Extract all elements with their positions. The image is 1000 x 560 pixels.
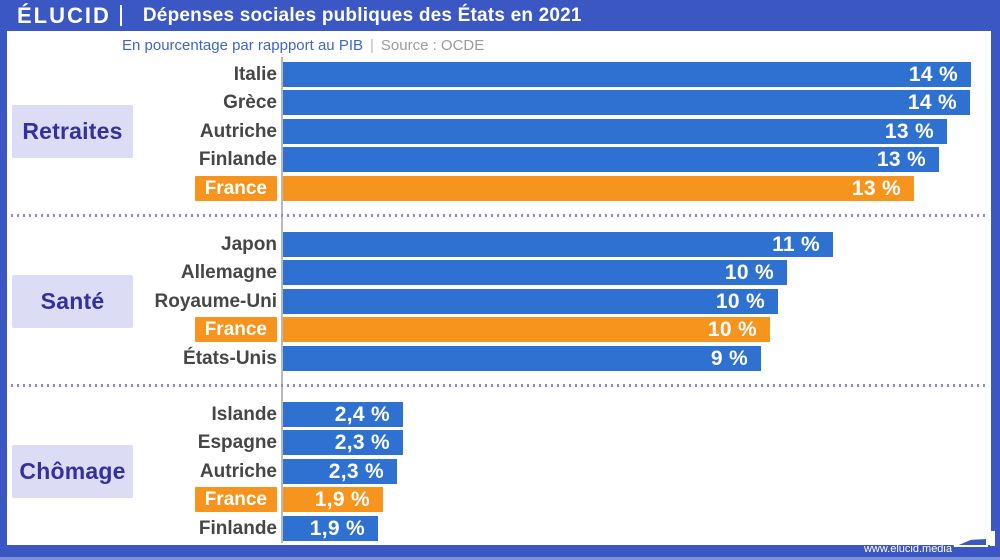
country-label: Autriche: [199, 461, 277, 482]
chart-row: Autriche 2,3 %: [0, 459, 1000, 484]
chart-row: France 10 %: [0, 317, 1000, 342]
chart-row: France 13 %: [0, 176, 1000, 201]
bar-value-label: 14 %: [908, 63, 958, 86]
bar-value-label: 13 %: [851, 177, 901, 200]
bar: 1,9 %: [283, 516, 378, 541]
country-label: Royaume-Uni: [154, 291, 277, 312]
country-label-highlighted: France: [194, 487, 277, 512]
bar-value-label: 13 %: [876, 148, 926, 171]
country-label: États-Unis: [183, 348, 277, 369]
chart-row: Espagne 2,3 %: [0, 430, 1000, 455]
bar: 10 %: [283, 289, 778, 314]
bar-highlighted: 13 %: [283, 176, 914, 201]
group-label-box-sante: Santé: [12, 275, 133, 328]
chart-row: Allemagne 10 %: [0, 260, 1000, 285]
page-title: Dépenses sociales publiques des États en…: [142, 4, 582, 26]
country-label: Islande: [211, 404, 277, 425]
bar-value-label: 10 %: [707, 318, 757, 341]
country-label: Italie: [233, 64, 277, 85]
logo-separator: [119, 5, 122, 26]
chart-row: Italie 14 %: [0, 62, 1000, 87]
bar-value-label: 2,3 %: [334, 431, 390, 454]
bar: 13 %: [283, 119, 947, 144]
bar: 14 %: [283, 90, 970, 115]
country-label: Allemagne: [180, 262, 277, 283]
frame-border-right: [991, 31, 1000, 560]
frame-border-left: [0, 31, 7, 560]
bar: 11 %: [283, 232, 833, 257]
bar-value-label: 10 %: [724, 261, 774, 284]
chart-subtitle: En pourcentage par rappport au PIB | Sourc…: [122, 35, 484, 57]
group-label-box-retraites: Retraites: [12, 105, 133, 158]
group-separator-1: [11, 214, 985, 217]
bar: 9 %: [283, 346, 761, 371]
country-label-highlighted: France: [194, 176, 277, 201]
bar-value-label: 2,3 %: [328, 460, 384, 483]
chart-row: Finlande 1,9 %: [0, 516, 1000, 541]
group-label: Santé: [40, 288, 105, 314]
group-label-box-chomage: Chômage: [12, 445, 133, 498]
bar-value-label: 11 %: [772, 233, 820, 256]
subtitle-separator: |: [370, 37, 374, 54]
axis-line: [281, 57, 283, 543]
bar: 13 %: [283, 147, 939, 172]
chart-row: Autriche 13 %: [0, 119, 1000, 144]
chart-row: Royaume-Uni 10 %: [0, 289, 1000, 314]
chart-row: Finlande 13 %: [0, 147, 1000, 172]
chart-row: Islande 2,4 %: [0, 402, 1000, 427]
bar: 14 %: [283, 62, 971, 87]
country-label: Japon: [221, 234, 277, 255]
bar-value-label: 13 %: [884, 120, 934, 143]
group-retraites: Retraites Italie 14 % Grèce 14 % Autriche 13 %…: [0, 62, 1000, 202]
country-label: Finlande: [198, 518, 277, 539]
chart-row: Japon 11 %: [0, 232, 1000, 257]
bar-value-label: 14 %: [907, 91, 957, 114]
group-label: Chômage: [19, 458, 126, 484]
group-label: Retraites: [22, 118, 123, 144]
bar: 10 %: [283, 260, 787, 285]
chart-row: États-Unis 9 %: [0, 346, 1000, 371]
elucid-logo: ÉLUCID: [17, 2, 111, 28]
group-chomage: Chômage Islande 2,4 % Espagne 2,3 % Autriche 2…: [0, 402, 1000, 542]
country-label: Grèce: [223, 92, 277, 113]
group-separator-2: [11, 384, 985, 387]
bar-value-label: 1,9 %: [314, 488, 370, 511]
bar-value-label: 1,9 %: [309, 517, 365, 540]
bar: 2,3 %: [283, 459, 397, 484]
bar: 2,3 %: [283, 430, 403, 455]
chart-row: France 1,9 %: [0, 487, 1000, 512]
chart-row: Grèce 14 %: [0, 90, 1000, 115]
subtitle-source: Source : OCDE: [380, 37, 485, 54]
bar-value-label: 10 %: [715, 290, 765, 313]
elucid-flag-icon: [953, 530, 995, 547]
country-label: Autriche: [199, 121, 277, 142]
subtitle-measure: En pourcentage par rappport au PIB: [122, 37, 363, 54]
bar-highlighted: 1,9 %: [283, 487, 383, 512]
group-sante: Santé Japon 11 % Allemagne 10 % Royaume-Uni 10…: [0, 232, 1000, 372]
country-label: Finlande: [198, 149, 277, 170]
bar-value-label: 2,4 %: [334, 403, 390, 426]
country-label: Espagne: [197, 432, 277, 453]
header-bar: ÉLUCID Dépenses sociales publiques des É…: [0, 0, 1000, 31]
bar-value-label: 9 %: [710, 347, 748, 370]
footer-bar: www.elucid.media: [0, 543, 1000, 560]
bar-highlighted: 10 %: [283, 317, 770, 342]
bar: 2,4 %: [283, 402, 403, 427]
footer-url: www.elucid.media: [863, 543, 952, 555]
country-label-highlighted: France: [194, 317, 277, 342]
